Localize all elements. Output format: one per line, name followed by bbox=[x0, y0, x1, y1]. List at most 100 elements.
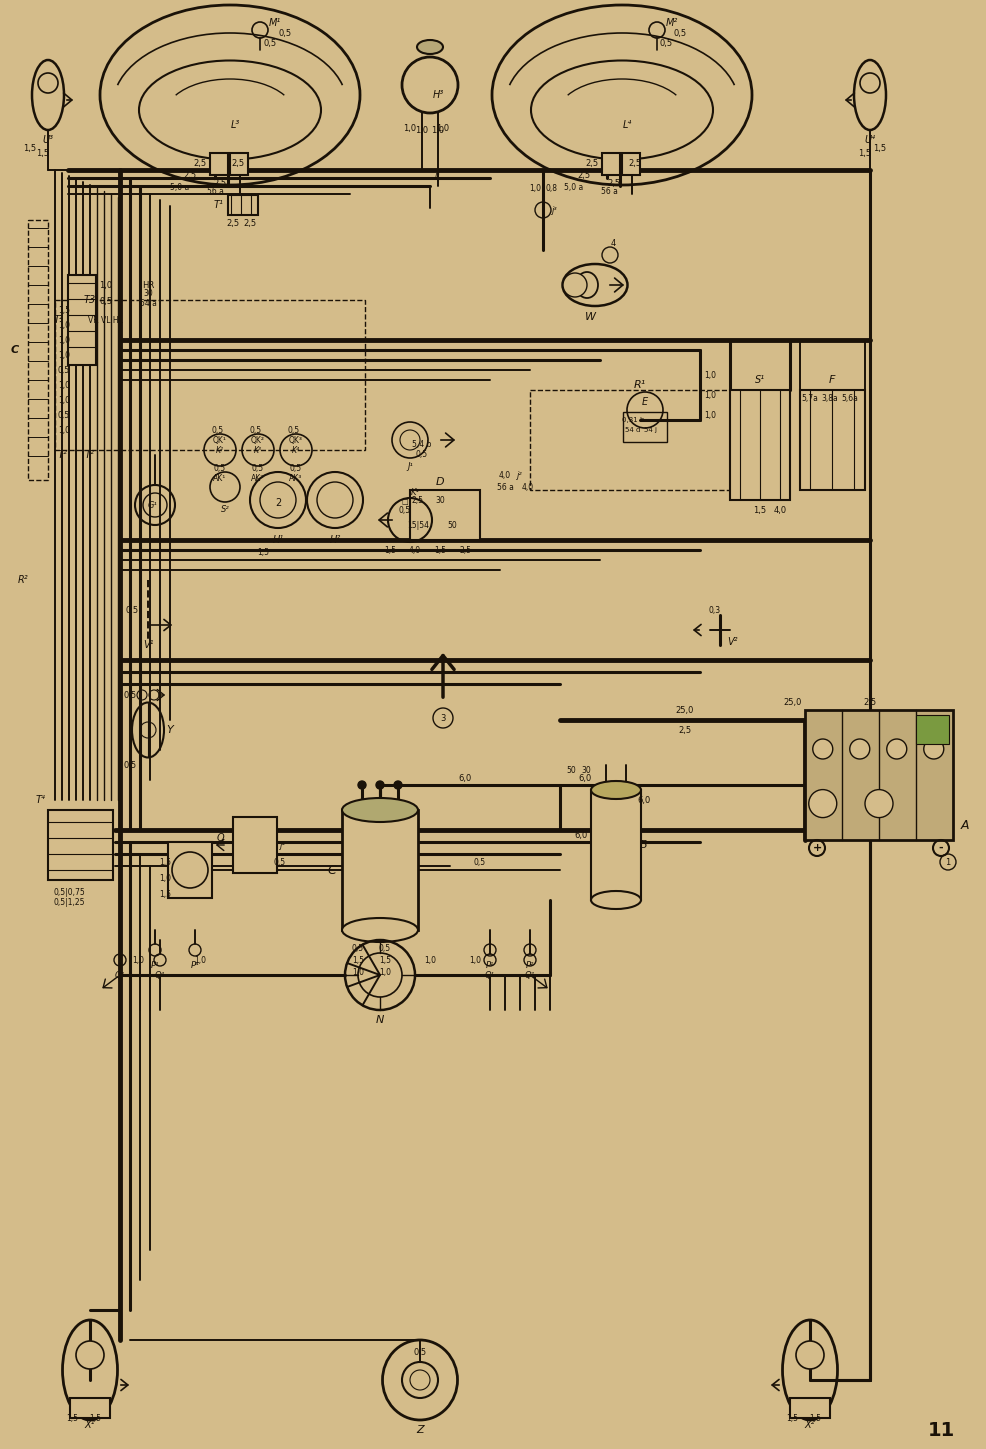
Text: 1,0: 1,0 bbox=[703, 390, 715, 400]
Circle shape bbox=[376, 781, 384, 790]
Text: 1,5: 1,5 bbox=[785, 1414, 798, 1423]
Text: 0,5: 0,5 bbox=[125, 606, 138, 614]
Text: R²: R² bbox=[18, 575, 28, 585]
Text: 4: 4 bbox=[609, 239, 615, 248]
Circle shape bbox=[808, 790, 836, 817]
Text: j⁴: j⁴ bbox=[280, 840, 286, 849]
Text: 1,0: 1,0 bbox=[100, 281, 112, 290]
Text: 3,8a: 3,8a bbox=[820, 394, 837, 403]
Bar bbox=[230, 154, 247, 175]
Text: 50: 50 bbox=[447, 520, 457, 529]
Ellipse shape bbox=[576, 272, 598, 298]
Text: 1,5: 1,5 bbox=[352, 955, 364, 965]
Text: 1,0: 1,0 bbox=[468, 955, 480, 965]
Text: 1,5: 1,5 bbox=[384, 545, 395, 555]
Circle shape bbox=[885, 739, 906, 759]
Text: U³: U³ bbox=[42, 135, 53, 145]
Bar bbox=[789, 1398, 829, 1419]
Text: 30: 30 bbox=[435, 496, 445, 504]
Text: QK¹: QK¹ bbox=[213, 436, 227, 445]
Text: 2,5: 2,5 bbox=[458, 545, 470, 555]
Text: 5,6a: 5,6a bbox=[841, 394, 858, 403]
Text: 1,5: 1,5 bbox=[752, 506, 766, 514]
Text: N: N bbox=[376, 1014, 384, 1024]
Text: Q⁴: Q⁴ bbox=[155, 971, 165, 980]
Text: 2,5: 2,5 bbox=[411, 496, 424, 504]
Text: 0,5: 0,5 bbox=[473, 858, 485, 867]
Text: 2: 2 bbox=[274, 498, 281, 509]
Text: S²: S² bbox=[221, 504, 229, 513]
Text: 0,5: 0,5 bbox=[398, 506, 410, 514]
Text: 5,0 a: 5,0 a bbox=[171, 183, 189, 191]
Text: H¹: H¹ bbox=[272, 535, 283, 545]
Text: 25,0: 25,0 bbox=[783, 697, 802, 707]
Text: 1,0: 1,0 bbox=[58, 351, 70, 359]
Bar bbox=[622, 412, 667, 442]
Text: Q³: Q³ bbox=[115, 971, 125, 980]
Text: W: W bbox=[584, 312, 595, 322]
Text: D: D bbox=[435, 477, 444, 487]
Text: 1,5: 1,5 bbox=[809, 1414, 820, 1423]
Text: 2,5: 2,5 bbox=[183, 171, 196, 180]
Text: 0,5: 0,5 bbox=[278, 29, 291, 38]
Circle shape bbox=[76, 1340, 104, 1369]
Text: 56 a: 56 a bbox=[496, 483, 513, 491]
Ellipse shape bbox=[342, 798, 418, 822]
Text: H³: H³ bbox=[432, 90, 443, 100]
Circle shape bbox=[795, 1340, 823, 1369]
Bar bbox=[730, 390, 789, 500]
Text: P²: P² bbox=[526, 961, 533, 969]
Text: Y: Y bbox=[167, 724, 174, 735]
Text: 1,0: 1,0 bbox=[424, 955, 436, 965]
Text: V¹: V¹ bbox=[143, 640, 153, 651]
Text: L³: L³ bbox=[230, 120, 240, 130]
Text: 0,5: 0,5 bbox=[100, 297, 112, 306]
Text: P¹: P¹ bbox=[485, 961, 494, 969]
Text: □: □ bbox=[401, 498, 408, 506]
Text: 1,5: 1,5 bbox=[256, 548, 269, 556]
Text: j³: j³ bbox=[435, 171, 441, 180]
Text: T3: T3 bbox=[84, 296, 96, 304]
Text: C: C bbox=[327, 864, 336, 877]
Text: P⁴: P⁴ bbox=[190, 961, 199, 969]
Text: VR VL HL: VR VL HL bbox=[88, 316, 122, 325]
Text: 0,5: 0,5 bbox=[263, 39, 276, 48]
Ellipse shape bbox=[591, 781, 640, 798]
Text: K²: K² bbox=[216, 445, 224, 455]
Text: 2,5: 2,5 bbox=[863, 697, 876, 707]
Bar bbox=[529, 390, 749, 490]
Text: 54 j: 54 j bbox=[643, 427, 656, 433]
Text: 1,0: 1,0 bbox=[436, 123, 449, 132]
Text: T²: T² bbox=[85, 451, 95, 459]
Text: O: O bbox=[216, 833, 224, 843]
Text: j²: j² bbox=[517, 471, 523, 480]
Text: 0,5: 0,5 bbox=[413, 1348, 426, 1356]
Text: K³: K³ bbox=[253, 445, 261, 455]
Text: 2,5: 2,5 bbox=[585, 158, 598, 168]
Text: K⁴: K⁴ bbox=[292, 445, 300, 455]
Bar bbox=[210, 154, 228, 175]
Text: 0,5: 0,5 bbox=[212, 426, 224, 435]
Text: K¹: K¹ bbox=[410, 487, 419, 497]
Text: L⁴: L⁴ bbox=[622, 120, 631, 130]
Text: Z: Z bbox=[416, 1424, 423, 1435]
Text: X¹: X¹ bbox=[85, 1420, 96, 1430]
Text: 1,5: 1,5 bbox=[24, 143, 36, 152]
Text: 2,5: 2,5 bbox=[577, 171, 590, 180]
Text: 0,5: 0,5 bbox=[214, 464, 226, 472]
Text: 2,5: 2,5 bbox=[213, 178, 227, 187]
Bar bbox=[233, 817, 277, 872]
Text: 1,0: 1,0 bbox=[58, 336, 70, 345]
Text: 2,5: 2,5 bbox=[606, 178, 620, 187]
Circle shape bbox=[401, 1362, 438, 1398]
Text: 30: 30 bbox=[143, 288, 153, 297]
Text: 1,5: 1,5 bbox=[58, 306, 70, 314]
Text: 1,0: 1,0 bbox=[132, 955, 144, 965]
Text: Q¹: Q¹ bbox=[484, 971, 495, 980]
Text: 0,5: 0,5 bbox=[379, 943, 390, 952]
Bar bbox=[621, 154, 639, 175]
Text: 2,5: 2,5 bbox=[677, 726, 691, 735]
Text: 0,5: 0,5 bbox=[274, 858, 286, 867]
Text: 0,5: 0,5 bbox=[58, 365, 70, 374]
Bar bbox=[342, 810, 418, 930]
